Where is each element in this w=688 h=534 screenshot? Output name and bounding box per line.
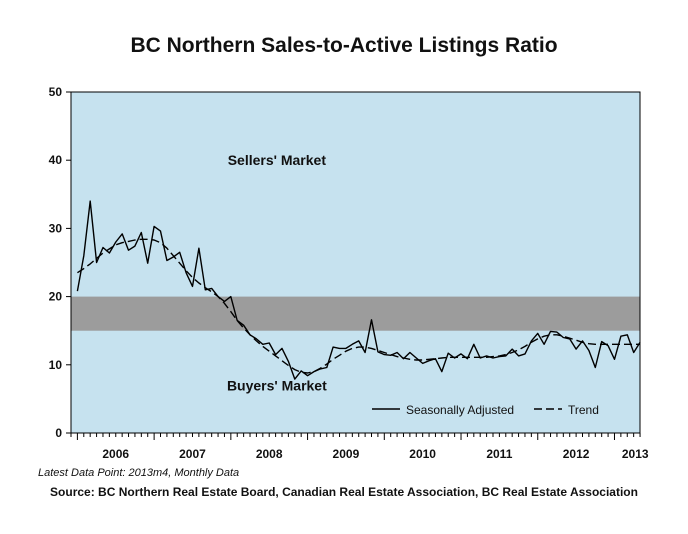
axis-layer: 0 10 20 30 40 50 2006 2007 2008 2009 2010 2011 2012 2… — [49, 85, 649, 461]
x-tick-label: 2011 — [486, 447, 512, 461]
legend-label-trend: Trend — [568, 403, 599, 417]
text-layer: Sellers' Market Buyers' Market — [227, 152, 327, 393]
x-tick-label: 2006 — [102, 447, 129, 461]
y-tick-label: 40 — [49, 153, 63, 167]
chart-title: BC Northern Sales-to-Active Listings Rat… — [130, 34, 558, 57]
x-tick-label: 2013 — [622, 447, 649, 461]
legend-label-seasonally-adjusted: Seasonally Adjusted — [406, 403, 514, 417]
source-note: Source: BC Northern Real Estate Board, C… — [50, 485, 638, 499]
y-tick-label: 50 — [49, 85, 63, 99]
legend: Seasonally Adjusted Trend — [372, 403, 599, 417]
plot-layer — [71, 92, 640, 433]
trend-series-line — [77, 238, 641, 374]
plot-background — [71, 92, 640, 433]
seasonally-adjusted-series-line — [76, 200, 641, 380]
x-tick-label: 2010 — [409, 447, 436, 461]
y-tick-label: 0 — [55, 426, 62, 440]
y-tick-label: 10 — [49, 358, 63, 372]
balanced-market-band — [71, 296, 640, 331]
x-tick-label: 2007 — [179, 447, 206, 461]
y-tick-label: 20 — [49, 290, 63, 304]
y-tick-label: 30 — [49, 221, 63, 235]
x-tick-label: 2012 — [563, 447, 590, 461]
market-annotation: Buyers' Market — [227, 377, 327, 393]
latest-data-point-note: Latest Data Point: 2013m4, Monthly Data — [38, 467, 240, 479]
series-layer — [76, 200, 641, 380]
x-tick-label: 2009 — [333, 447, 360, 461]
market-annotation: Sellers' Market — [228, 152, 327, 168]
x-tick-label: 2008 — [256, 447, 283, 461]
plot-frame — [70, 91, 641, 434]
